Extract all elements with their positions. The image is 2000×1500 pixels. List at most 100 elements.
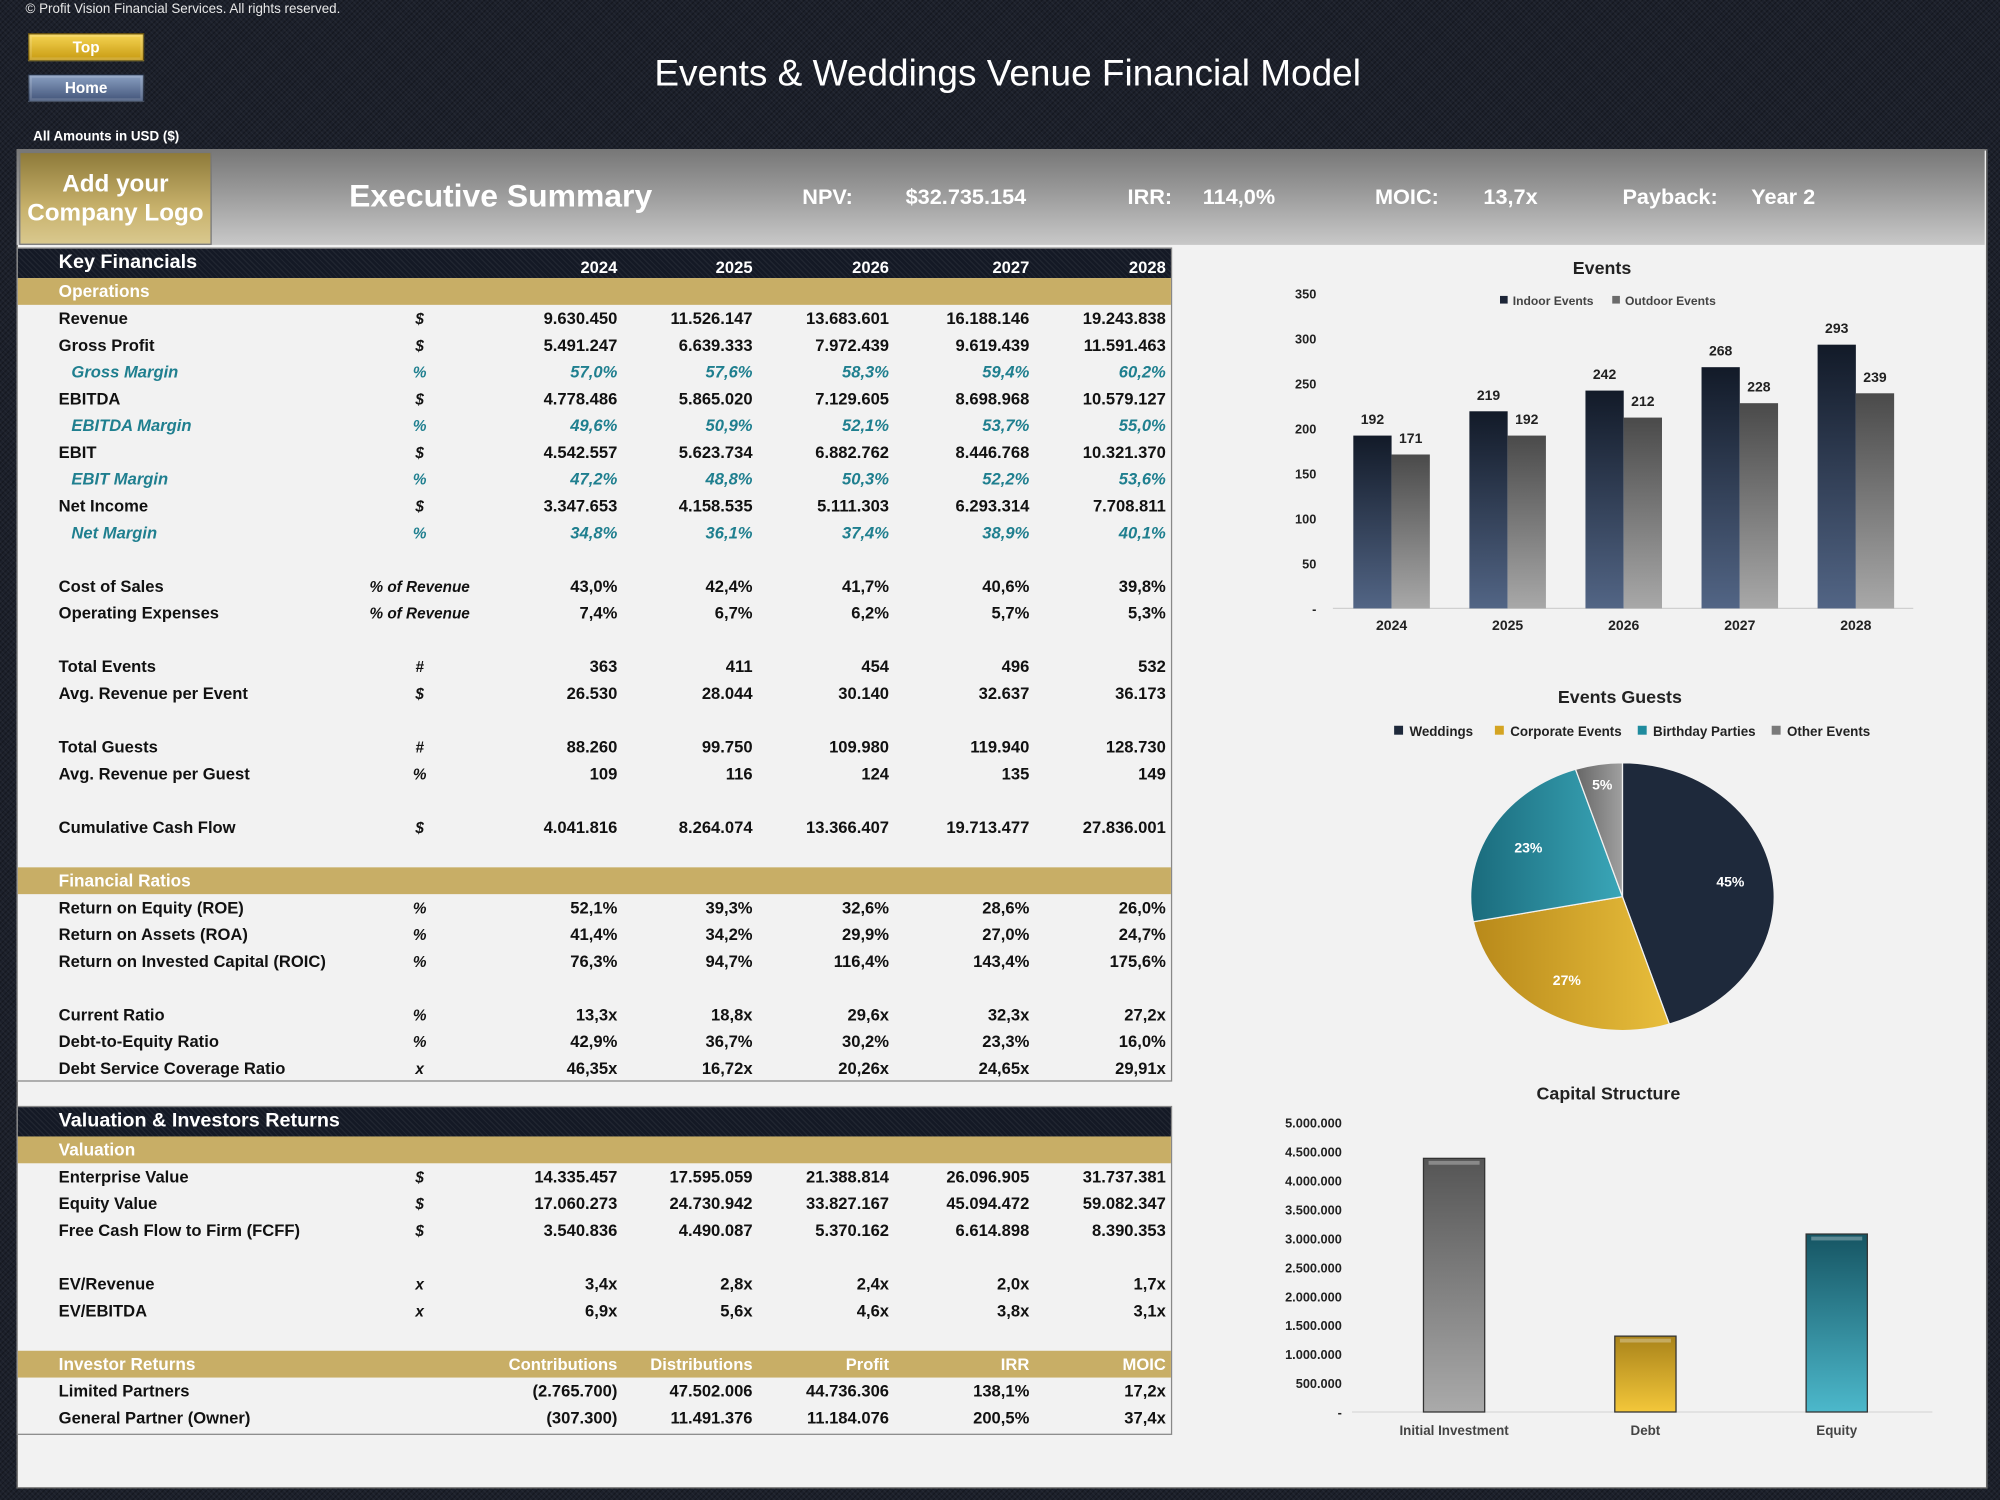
data-label: 192 (1515, 411, 1539, 427)
row-unit: $ (415, 497, 424, 516)
x-tick-label: Equity (1816, 1423, 1857, 1438)
table-row: Total Events #363 411 454 496 532 (18, 653, 1171, 680)
row-unit: % (412, 899, 427, 918)
row-value: 5,6x (720, 1301, 753, 1321)
data-label: 219 (1477, 387, 1501, 403)
row-value: 135 (1001, 764, 1030, 784)
row-value: 1,7x (1133, 1274, 1166, 1294)
row-label: Return on Invested Capital (ROIC) (58, 951, 326, 971)
row-label: EV/EBITDA (58, 1301, 148, 1321)
row-label: Cost of Sales (58, 576, 164, 596)
row-value: 26.530 (566, 683, 618, 703)
row-value: 16.188.146 (946, 308, 1030, 328)
y-tick-label: 100 (1295, 512, 1316, 527)
company-logo-placeholder[interactable]: Add your Company Logo (19, 151, 212, 245)
row-value: 40,1% (1118, 522, 1166, 543)
column-header-2027: 2027 (992, 257, 1030, 277)
row-value: 48,8% (705, 469, 753, 489)
table-title-bar: Valuation & Investors Returns (17, 1107, 1171, 1137)
table-row: General Partner (Owner) (307.300) 11.491.3… (18, 1404, 1171, 1431)
legend-label: Outdoor Events (1625, 294, 1716, 308)
legend-label: Corporate Events (1510, 724, 1622, 739)
home-button[interactable]: Home (28, 73, 145, 103)
section-header: Investor Returns Contributions Distributio… (17, 1350, 1171, 1378)
bar-outdoor-events (1623, 417, 1662, 609)
row-value: 4.778.486 (543, 389, 618, 409)
row-unit: % of Revenue (369, 604, 470, 623)
row-value: 138,1% (973, 1381, 1030, 1401)
y-tick-label: 250 (1295, 376, 1316, 391)
section-title: Valuation (58, 1140, 136, 1160)
npv-label: NPV: (802, 184, 853, 210)
legend-marker (1771, 725, 1781, 735)
row-label: EBIT (58, 442, 97, 462)
top-button[interactable]: Top (28, 33, 145, 62)
x-tick-label: Initial Investment (1399, 1423, 1509, 1438)
bar-equity (1805, 1233, 1868, 1413)
table-row: Net Margin% 34,8% 36,1% 37,4% 38,9% 40,1% (18, 519, 1171, 546)
row-value: 42,9% (570, 1031, 618, 1052)
row-value: 53,7% (982, 415, 1030, 435)
row-value: 58,3% (841, 362, 890, 382)
row-value: 37,4% (841, 522, 890, 543)
valuation-table: Valuation & Investors Returns Valuation En… (16, 1105, 1173, 1435)
row-value: 7.972.439 (815, 335, 890, 355)
x-tick-label: 2026 (1608, 617, 1639, 633)
events-chart-title: Events (1573, 258, 1632, 278)
payback-value: Year 2 (1751, 184, 1816, 210)
row-value: 37,4x (1124, 1408, 1166, 1428)
row-value: 4.158.535 (678, 496, 753, 516)
pie-slice-other-events (1574, 762, 1624, 897)
row-value: 26.096.905 (946, 1167, 1030, 1187)
row-value: 30.140 (838, 683, 890, 703)
row-label: Limited Partners (58, 1381, 190, 1401)
row-label: Equity Value (58, 1193, 158, 1214)
row-label: Net Income (58, 496, 149, 516)
row-value: 6.293.314 (955, 496, 1030, 516)
x-tick-label: 2025 (1492, 617, 1523, 633)
table-row: Avg. Revenue per Guest% 109 116 124 135 149 (18, 760, 1171, 787)
data-label: 192 (1361, 411, 1385, 427)
row-value: 31.737.381 (1082, 1167, 1166, 1187)
row-unit: % of Revenue (369, 577, 470, 596)
row-unit: $ (415, 1195, 424, 1214)
row-value: 40,6% (982, 576, 1030, 596)
row-label: Total Guests (58, 737, 158, 757)
row-value: 50,3% (841, 469, 890, 489)
row-value: 27.836.001 (1082, 817, 1166, 837)
column-header: Profit (845, 1354, 890, 1374)
column-header: IRR (1000, 1354, 1030, 1374)
row-value: 119.940 (970, 737, 1030, 757)
table-row: Total Guests #88.260 99.750 109.980 119.940 1… (18, 733, 1171, 760)
row-value: 24,7% (1118, 924, 1166, 944)
row-value: 76,3% (570, 951, 618, 971)
bar-outdoor-events (1739, 403, 1779, 609)
row-value: 363 (589, 656, 618, 677)
row-label: EBITDA Margin (71, 415, 192, 435)
y-tick-label: 5.000.000 (1285, 1116, 1342, 1131)
row-unit: $ (415, 390, 424, 409)
row-value: 2,4x (856, 1274, 890, 1294)
y-tick-label: 3.000.000 (1285, 1231, 1342, 1246)
row-unit: # (415, 738, 424, 757)
row-value: 50,9% (705, 415, 753, 435)
row-value: 34,8% (570, 522, 618, 543)
data-label: 268 (1709, 343, 1733, 359)
row-value: 10.321.370 (1082, 442, 1166, 462)
row-value: 124 (861, 764, 890, 784)
row-unit: % (412, 524, 427, 543)
row-label: EBITDA (58, 389, 121, 409)
table-row: EV/Revenue x 3,4x 2,8x 2,4x 2,0x 1,7x (18, 1270, 1171, 1297)
row-label: Debt Service Coverage Ratio (58, 1058, 286, 1078)
section-header: Financial Ratios (17, 867, 1171, 895)
row-value: 3.540.836 (543, 1220, 618, 1240)
bar-indoor-events (1817, 344, 1856, 609)
row-label: Return on Assets (ROA) (58, 924, 248, 944)
x-tick-label: 2028 (1840, 617, 1871, 633)
row-value: 4.542.557 (543, 442, 618, 462)
row-value: 29,9% (841, 924, 890, 944)
executive-summary-banner (16, 149, 1985, 245)
legend-marker (1394, 725, 1404, 735)
row-value: 13.683.601 (806, 308, 890, 328)
